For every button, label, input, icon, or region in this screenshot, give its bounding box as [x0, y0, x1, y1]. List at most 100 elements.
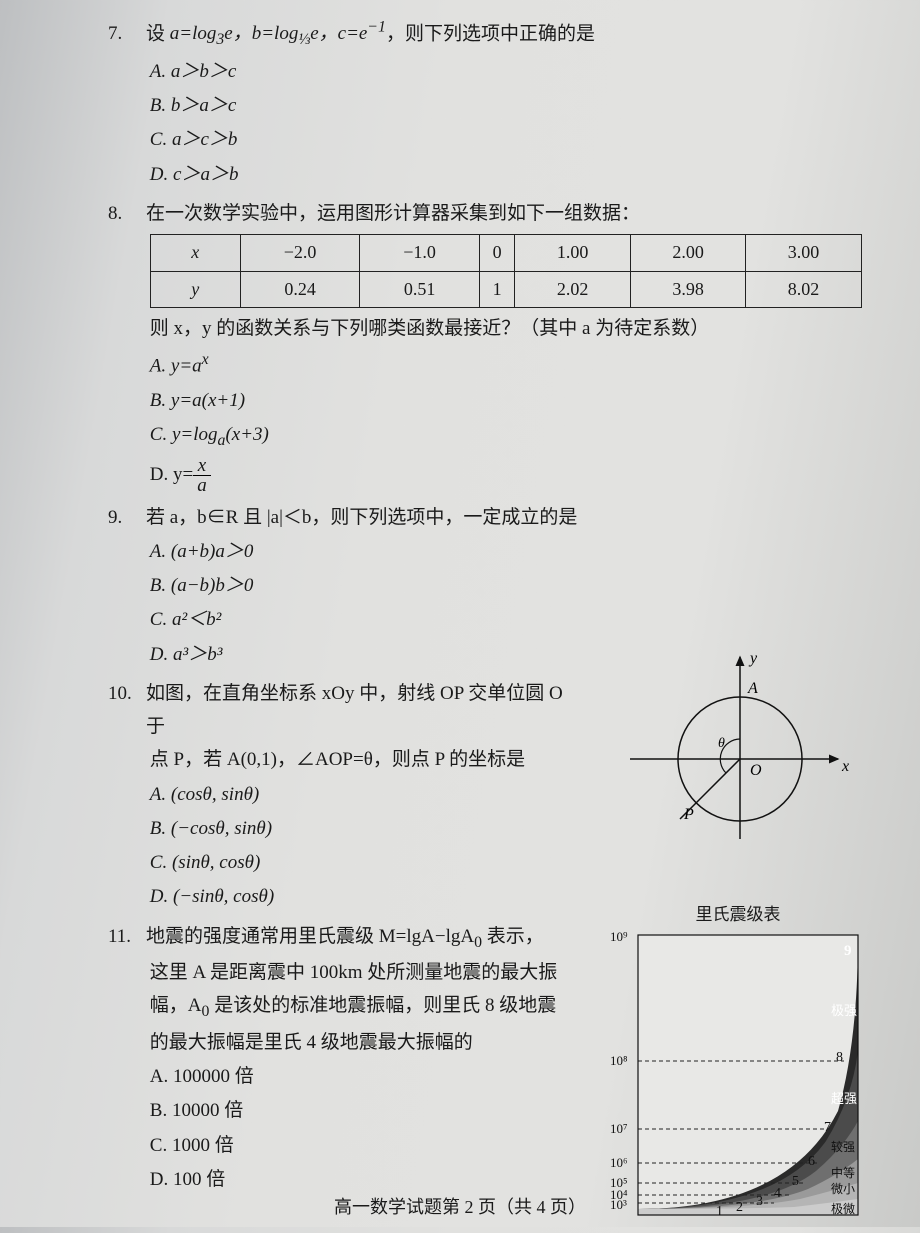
q7-stem: 7.设 a=log3e，b=log⅓e，c=e−1，则下列选项中正确的是	[108, 14, 860, 54]
q8-y-5: 8.02	[746, 271, 862, 308]
point-p-label: P	[683, 806, 694, 823]
q7-opt-c: C. a＞c＞b	[150, 123, 860, 156]
q11-opt-b: B. 10000 倍	[150, 1094, 558, 1127]
q8-x-2: 0	[479, 235, 515, 272]
q8-stem-text: 在一次数学实验中，运用图形计算器采集到如下一组数据：	[146, 203, 640, 224]
q8-opt-d: D. y= x a	[150, 456, 860, 495]
q8-x-4: 2.00	[630, 235, 745, 272]
q8-y-0: 0.24	[240, 271, 360, 308]
q7-c: c=e−1	[338, 23, 386, 44]
q10-opt-b: B. (−cosθ, sinθ)	[150, 812, 578, 845]
q8-th-y: y	[150, 271, 240, 308]
q8-d-den: a	[193, 476, 211, 495]
zone-0: 极强	[831, 1003, 857, 1018]
richter-chart: 10⁹ 10⁸ 10⁷ 10⁶ 10⁵ 10⁴ 10³ 9 8 7 6 5	[608, 931, 868, 1221]
page-footer: 高一数学试题第 2 页（共 4 页）	[0, 1192, 920, 1224]
q8-opt-b: B. y=a(x+1)	[150, 384, 860, 417]
q8-x-0: −2.0	[240, 235, 360, 272]
q11-s4: 的最大振幅是里氏 4 级地震最大振幅的	[108, 1026, 558, 1059]
q10-s1: 如图，在直角坐标系 xOy 中，射线 OP 交单位圆 O 于	[146, 683, 563, 737]
q8-post: 则 x，y 的函数关系与下列哪类函数最接近？（其中 a 为待定系数）	[108, 312, 860, 345]
q8-d-num: x	[193, 456, 211, 476]
q8-x-5: 3.00	[746, 235, 862, 272]
q9-opt-a: A. (a+b)a＞0	[150, 535, 860, 568]
q8-y-1: 0.51	[360, 271, 480, 308]
q7-opt-a: A. a＞b＞c	[150, 55, 860, 88]
clab-8: 8	[836, 1050, 843, 1065]
q9-opt-b: B. (a−b)b＞0	[150, 569, 860, 602]
q7-c-sup: −1	[367, 19, 386, 36]
q7-b-text: b=log	[252, 23, 299, 44]
clab-9: 9	[844, 943, 852, 959]
q9-opt-c: C. a²＜b²	[150, 603, 860, 636]
q7-opt-d: D. c＞a＞b	[150, 158, 860, 191]
clab-7: 7	[824, 1120, 831, 1135]
q11-text-block: 11.地震的强度通常用里氏震级 M=lgA−lgA0 表示， 这里 A 是距离震…	[108, 920, 558, 1196]
question-9: 9.若 a，b∈R 且 |a|＜b，则下列选项中，一定成立的是 A. (a+b)…	[108, 501, 860, 671]
zone-2: 较强	[831, 1139, 855, 1154]
richter-title: 里氏震级表	[608, 900, 868, 930]
question-8: 8.在一次数学实验中，运用图形计算器采集到如下一组数据： x −2.0 −1.0…	[108, 197, 860, 495]
q8-stem: 8.在一次数学实验中，运用图形计算器采集到如下一组数据：	[108, 197, 860, 230]
q11-opt-a: A. 100000 倍	[150, 1060, 558, 1093]
q10-stem: 10.如图，在直角坐标系 xOy 中，射线 OP 交单位圆 O 于	[108, 677, 578, 744]
q10-opt-c: C. (sinθ, cosθ)	[150, 846, 578, 879]
q8-table-row-y: y 0.24 0.51 1 2.02 3.98 8.02	[150, 271, 861, 308]
q11-s2: 这里 A 是距离震中 100km 处所测量地震的最大振	[108, 956, 558, 989]
q7-number: 7.	[108, 17, 146, 50]
question-7: 7.设 a=log3e，b=log⅓e，c=e−1，则下列选项中正确的是 A. …	[108, 14, 860, 191]
zone-1: 超强	[831, 1091, 857, 1106]
ylab-3: 10⁶	[610, 1155, 628, 1170]
q8-d-frac: x a	[193, 456, 211, 495]
clab-6: 6	[808, 1154, 815, 1169]
q7-b-sub: ⅓	[298, 31, 310, 48]
q8-y-3: 2.02	[515, 271, 630, 308]
q8-a-sup: x	[202, 351, 209, 368]
q10-text-block: 10.如图，在直角坐标系 xOy 中，射线 OP 交单位圆 O 于 点 P，若 …	[108, 677, 578, 914]
q7-b-post: e，	[310, 23, 337, 44]
q7-options: A. a＞b＞c B. b＞a＞c C. a＞c＞b D. c＞a＞b	[108, 55, 860, 191]
q8-table-row-x: x −2.0 −1.0 0 1.00 2.00 3.00	[150, 235, 861, 272]
axis-x-label: x	[841, 758, 849, 775]
q8-table: x −2.0 −1.0 0 1.00 2.00 3.00 y 0.24 0.51…	[150, 234, 862, 308]
q11-number: 11.	[108, 920, 146, 953]
ylab-2: 10⁷	[610, 1121, 628, 1136]
q11-s3-post: 是该处的标准地震振幅，则里氏 8 级地震	[209, 995, 556, 1016]
q9-stem: 9.若 a，b∈R 且 |a|＜b，则下列选项中，一定成立的是	[108, 501, 860, 534]
q11-s3-pre: 幅，A	[150, 995, 202, 1016]
q10-number: 10.	[108, 677, 146, 710]
ylab-1: 10⁸	[610, 1053, 628, 1068]
point-a-label: A	[747, 680, 758, 697]
q7-a-post: e，	[224, 23, 251, 44]
q7-t2: ，则下列选项中正确的是	[386, 23, 595, 44]
q8-d-pre: D. y=	[150, 463, 193, 484]
zone-3: 中等	[831, 1165, 855, 1180]
q7-a: a=log3e，	[170, 23, 252, 44]
axis-y-label: y	[748, 650, 758, 667]
question-10: 10.如图，在直角坐标系 xOy 中，射线 OP 交单位圆 O 于 点 P，若 …	[108, 677, 860, 914]
q8-th-x: x	[150, 235, 240, 272]
q8-opt-c: C. y=loga(x+3)	[150, 418, 860, 454]
q8-y-4: 3.98	[630, 271, 745, 308]
q11-opt-c: C. 1000 倍	[150, 1129, 558, 1162]
angle-theta-label: θ	[718, 736, 725, 751]
q8-number: 8.	[108, 197, 146, 230]
q11-s1-pre: 地震的强度通常用里氏震级 M=lgA−lgA	[146, 926, 474, 947]
q11-options: A. 100000 倍 B. 10000 倍 C. 1000 倍 D. 100 …	[108, 1060, 558, 1196]
ylab-0: 10⁹	[610, 931, 628, 944]
q8-c-pre: C. y=log	[150, 424, 218, 445]
q7-a-text: a=log	[170, 23, 217, 44]
q7-c-text: c=e	[338, 23, 368, 44]
q9-stem-text: 若 a，b∈R 且 |a|＜b，则下列选项中，一定成立的是	[146, 507, 577, 528]
q11-s1-sub: 0	[474, 933, 482, 950]
q7-opt-b: B. b＞a＞c	[150, 89, 860, 122]
q11-s1-post: 表示，	[482, 926, 544, 947]
q9-number: 9.	[108, 501, 146, 534]
q10-opt-d: D. (−sinθ, cosθ)	[150, 880, 578, 913]
q8-opt-a: A. y=ax	[150, 346, 860, 383]
clab-5: 5	[792, 1174, 799, 1189]
q8-x-1: −1.0	[360, 235, 480, 272]
q8-c-post: (x+3)	[225, 424, 268, 445]
richter-figure: 里氏震级表	[608, 900, 868, 1220]
q10-options: A. (cosθ, sinθ) B. (−cosθ, sinθ) C. (sin…	[108, 778, 578, 914]
